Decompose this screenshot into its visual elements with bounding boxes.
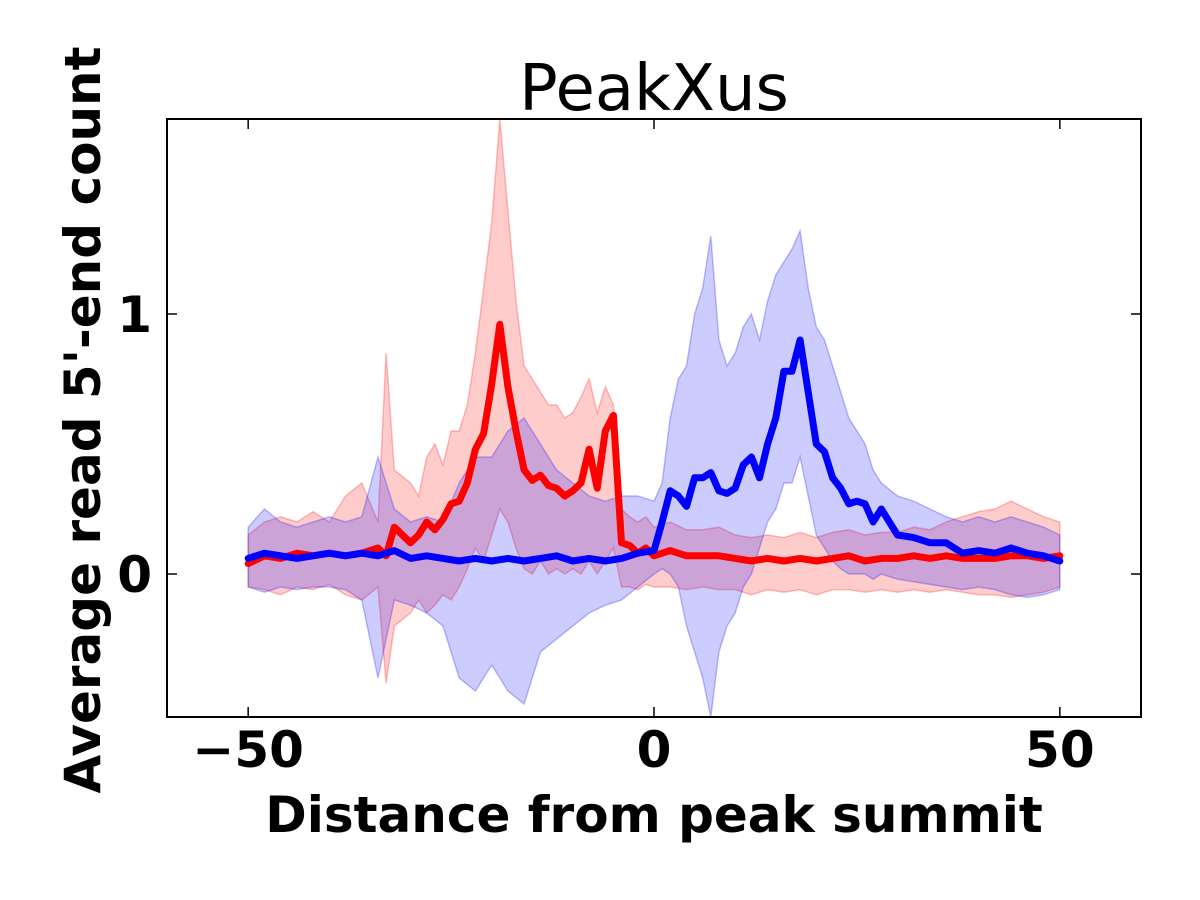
- y-tick-label: 1: [117, 286, 152, 344]
- x-tick-label: −50: [192, 721, 303, 779]
- axis-ticks: [167, 119, 1141, 717]
- axis-tick-labels: −50 0 50 0 1: [117, 286, 1094, 779]
- y-tick-label: 0: [117, 546, 152, 604]
- series-2-band: [247, 228, 1061, 717]
- series-1-band: [247, 119, 1061, 684]
- x-tick-label: 0: [637, 721, 672, 779]
- x-tick-label: 50: [1025, 721, 1095, 779]
- series-2-line: [244, 336, 1064, 565]
- plot-area: [244, 119, 1064, 717]
- plot-frame: [166, 118, 1142, 718]
- x-axis-label: Distance from peak summit: [265, 786, 1043, 844]
- y-axis-label: Average read 5'-end count: [54, 46, 112, 793]
- chart-title: PeakXus: [519, 52, 789, 126]
- series-1-line: [244, 320, 1064, 568]
